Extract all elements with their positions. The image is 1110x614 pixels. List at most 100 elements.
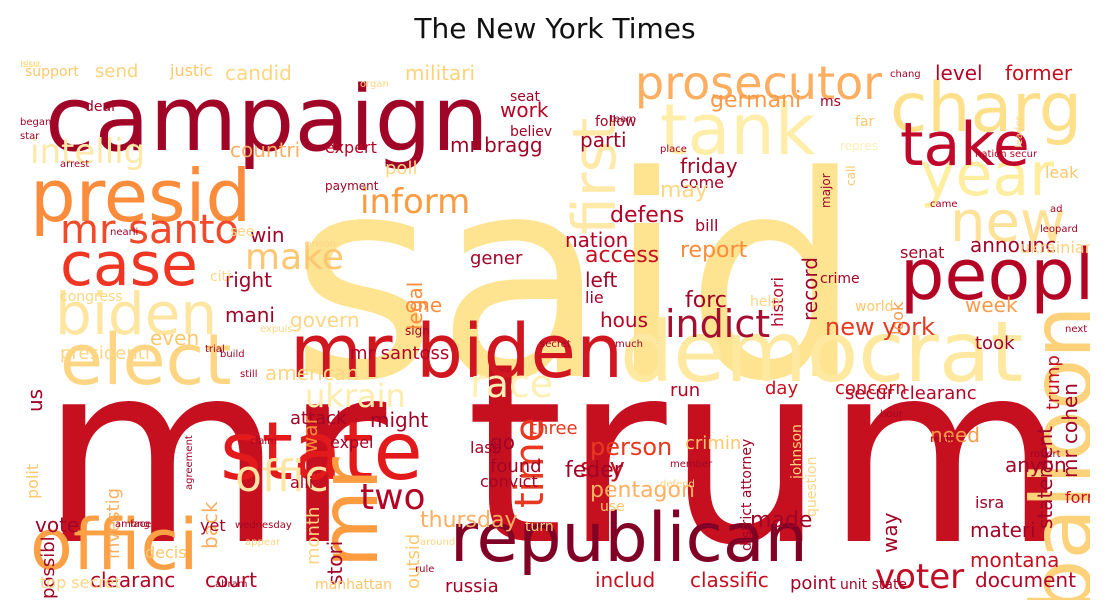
word-ad: ad [1050, 204, 1063, 215]
word-democrat: democrat [620, 303, 1024, 401]
word-even: even [150, 326, 200, 350]
word-materi: materi [970, 518, 1036, 542]
word-republican: republican [450, 499, 808, 578]
word-germani: germani [710, 88, 802, 113]
word-case: case [60, 230, 198, 300]
word-expert: expert [325, 138, 377, 157]
word-claim: claim [250, 436, 277, 447]
word-candid: candid [225, 61, 292, 85]
word-nation-secur: nation secur [975, 149, 1038, 160]
word-leader: leader [1014, 116, 1025, 148]
word-send: send [95, 61, 139, 82]
word-far: far [855, 114, 875, 130]
word-crimin: crimin [685, 433, 742, 454]
word-among: among [115, 519, 150, 530]
word-alli: alli [290, 473, 314, 492]
word-much: much [615, 339, 643, 350]
word-trump: trump [1043, 354, 1064, 410]
word-concern: concern [835, 378, 907, 399]
word-support: support [25, 64, 79, 80]
word-chang: chang [890, 69, 921, 80]
word-use: use [600, 499, 625, 515]
word-month: month [303, 506, 324, 565]
word-mr-biden: mr biden [290, 309, 623, 395]
word-need: need [930, 423, 980, 447]
word-includ: includ [595, 568, 656, 592]
word-question: question [804, 456, 820, 517]
word-voter: voter [875, 557, 965, 597]
word-still: still [240, 369, 258, 380]
word-make: make [245, 237, 344, 278]
word-announc: announc [970, 233, 1057, 257]
word-seat: seat [510, 89, 540, 105]
word-senat: senat [900, 243, 945, 262]
word-bill: bill [695, 216, 719, 235]
word-nation: nation [565, 228, 629, 252]
word-way: way [878, 512, 902, 553]
word-person: person [590, 433, 673, 461]
word-legal: legal [403, 281, 427, 330]
word-biden: biden [55, 280, 218, 348]
word-call: call [844, 165, 858, 187]
word-began: began [20, 117, 52, 128]
word-record: record [798, 257, 822, 321]
word-charg: charg [890, 69, 1083, 148]
word-mr-santoss: mr santoss [350, 343, 450, 364]
word-help: help [750, 294, 781, 310]
word-former: former [1005, 61, 1073, 85]
word-organ: organ [360, 79, 389, 90]
word-former-presid: former presid [1065, 488, 1090, 507]
word-mr-santo: mr santo [60, 207, 239, 253]
word-repres: repres [840, 139, 878, 153]
word-montana: montana [970, 548, 1060, 572]
word-deal: deal [85, 99, 115, 115]
word-appear: appear [245, 537, 281, 548]
word-alon: alon [20, 60, 42, 70]
word-war: war [298, 416, 322, 453]
word-mani: mani [225, 303, 275, 327]
word-face: face [130, 519, 152, 530]
word-presid: presid [30, 154, 252, 238]
word-us: us [23, 388, 47, 412]
word-poll: poll [385, 158, 418, 179]
word-sign: sign [405, 324, 430, 338]
word-yet: yet [200, 516, 226, 535]
word-took: took [975, 333, 1015, 354]
word-hous: hous [600, 308, 649, 332]
word-defend: defend [660, 479, 695, 490]
word-statement: statement [1033, 426, 1057, 529]
word-take: take [900, 110, 1030, 180]
word-right: right [225, 268, 272, 292]
word-one: one [405, 293, 443, 317]
word-hour: hour [880, 409, 903, 420]
word-justic: justic [170, 61, 213, 80]
word-forc: forc [685, 288, 727, 313]
word-star: star [20, 131, 40, 142]
chart-title: The New York Times [414, 12, 696, 45]
word-district-attorney: district attorney [739, 438, 755, 551]
word-win: win [250, 223, 285, 247]
word-polit: polit [23, 463, 42, 499]
word-ukrainian: ukrainian [1020, 238, 1090, 257]
word-govern: govern [290, 308, 360, 332]
word-russia: russia [445, 576, 499, 597]
word-militari: militari [405, 61, 476, 85]
word-say: say [580, 453, 625, 483]
word-unit-state: unit state [840, 577, 908, 593]
word-leopard: leopard [1040, 224, 1078, 235]
word-state: state [220, 405, 423, 498]
word-turn: turn [525, 519, 554, 535]
word-prison: prison [305, 239, 336, 250]
word-nearli: nearli [110, 227, 139, 238]
word-follow: follow [595, 114, 637, 130]
word-work: work [500, 98, 549, 122]
word-offici: offici [30, 504, 199, 586]
word-tank: tank [660, 89, 816, 171]
word-feder: feder [565, 458, 623, 483]
word-manhattan: manhattan [315, 577, 392, 593]
word-major: major [819, 173, 833, 208]
word-anyon: anyon [1005, 453, 1067, 477]
word-made: made [750, 508, 813, 533]
word-around: around [420, 537, 456, 548]
